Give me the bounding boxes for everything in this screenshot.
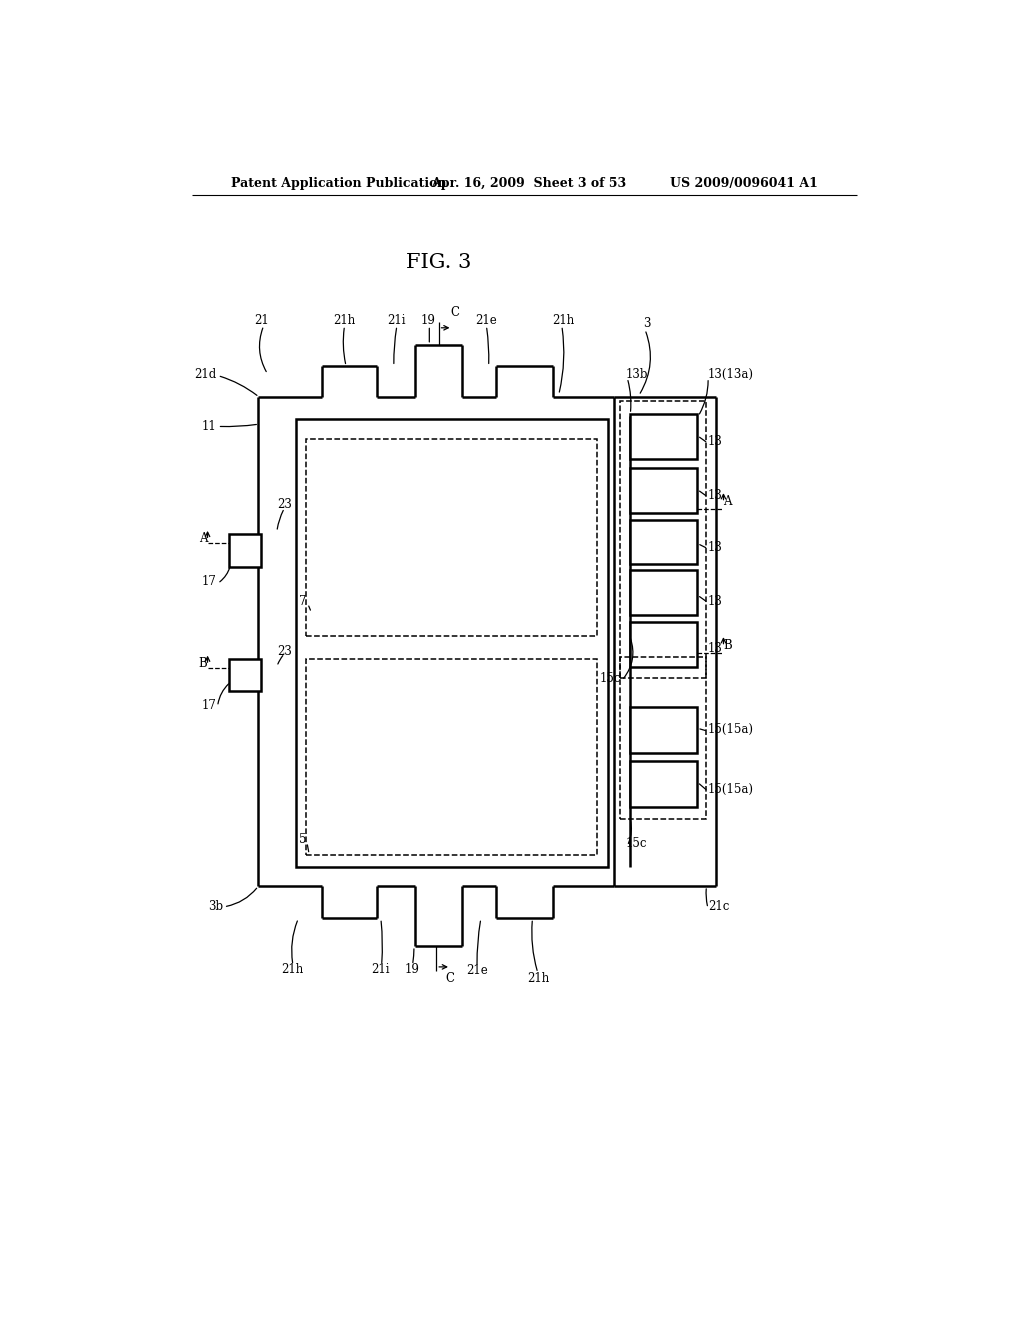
Text: 13(13a): 13(13a) bbox=[708, 367, 754, 380]
Text: 21h: 21h bbox=[552, 314, 574, 326]
Text: 15c: 15c bbox=[626, 837, 647, 850]
Text: 17: 17 bbox=[202, 576, 217, 589]
Bar bbox=[306, 440, 597, 636]
Text: 5: 5 bbox=[299, 833, 306, 846]
Text: Apr. 16, 2009  Sheet 3 of 53: Apr. 16, 2009 Sheet 3 of 53 bbox=[431, 177, 626, 190]
Text: 11: 11 bbox=[202, 420, 217, 433]
Text: 19: 19 bbox=[404, 962, 419, 975]
Bar bbox=[620, 657, 706, 818]
Text: 15(15a): 15(15a) bbox=[708, 723, 754, 737]
Text: A: A bbox=[199, 532, 208, 545]
Text: Patent Application Publication: Patent Application Publication bbox=[230, 177, 446, 190]
Text: 23: 23 bbox=[278, 644, 292, 657]
Text: 21e: 21e bbox=[475, 314, 498, 326]
Bar bbox=[229, 659, 261, 692]
Text: A: A bbox=[724, 495, 732, 508]
Text: 13: 13 bbox=[708, 541, 723, 554]
Text: B: B bbox=[724, 639, 732, 652]
Bar bbox=[296, 418, 608, 867]
Text: 23: 23 bbox=[278, 499, 292, 511]
Text: 3: 3 bbox=[643, 317, 650, 330]
Text: 19: 19 bbox=[421, 314, 436, 326]
Bar bbox=[630, 760, 696, 807]
Text: 13: 13 bbox=[708, 436, 723, 449]
Text: 7: 7 bbox=[299, 594, 306, 607]
Text: 17: 17 bbox=[202, 698, 217, 711]
Bar bbox=[630, 520, 696, 564]
Text: 21d: 21d bbox=[195, 367, 217, 380]
Bar bbox=[630, 414, 696, 459]
Text: 15(15a): 15(15a) bbox=[708, 783, 754, 796]
Bar bbox=[630, 469, 696, 512]
Text: 21h: 21h bbox=[527, 972, 550, 985]
Bar bbox=[630, 622, 696, 667]
Text: 21: 21 bbox=[254, 314, 269, 326]
Text: 3b: 3b bbox=[208, 900, 223, 913]
Text: C: C bbox=[451, 306, 459, 319]
Text: 21h: 21h bbox=[282, 962, 303, 975]
Text: 21c: 21c bbox=[708, 900, 729, 913]
Bar bbox=[620, 401, 706, 678]
Text: B: B bbox=[199, 657, 208, 671]
Text: C: C bbox=[445, 972, 455, 985]
Text: 13: 13 bbox=[708, 594, 723, 607]
Text: 13: 13 bbox=[708, 643, 723, 656]
Bar bbox=[630, 706, 696, 752]
Text: 15c: 15c bbox=[599, 672, 621, 685]
Bar bbox=[630, 570, 696, 615]
Text: 13b: 13b bbox=[626, 367, 648, 380]
Text: 21h: 21h bbox=[334, 314, 355, 326]
Text: 21i: 21i bbox=[387, 314, 406, 326]
Text: US 2009/0096041 A1: US 2009/0096041 A1 bbox=[670, 177, 817, 190]
Bar bbox=[229, 535, 261, 566]
Text: 21e: 21e bbox=[466, 964, 487, 977]
Bar bbox=[306, 659, 597, 855]
Text: 21i: 21i bbox=[372, 962, 390, 975]
Text: 13: 13 bbox=[708, 490, 723, 502]
Text: FIG. 3: FIG. 3 bbox=[406, 253, 471, 272]
